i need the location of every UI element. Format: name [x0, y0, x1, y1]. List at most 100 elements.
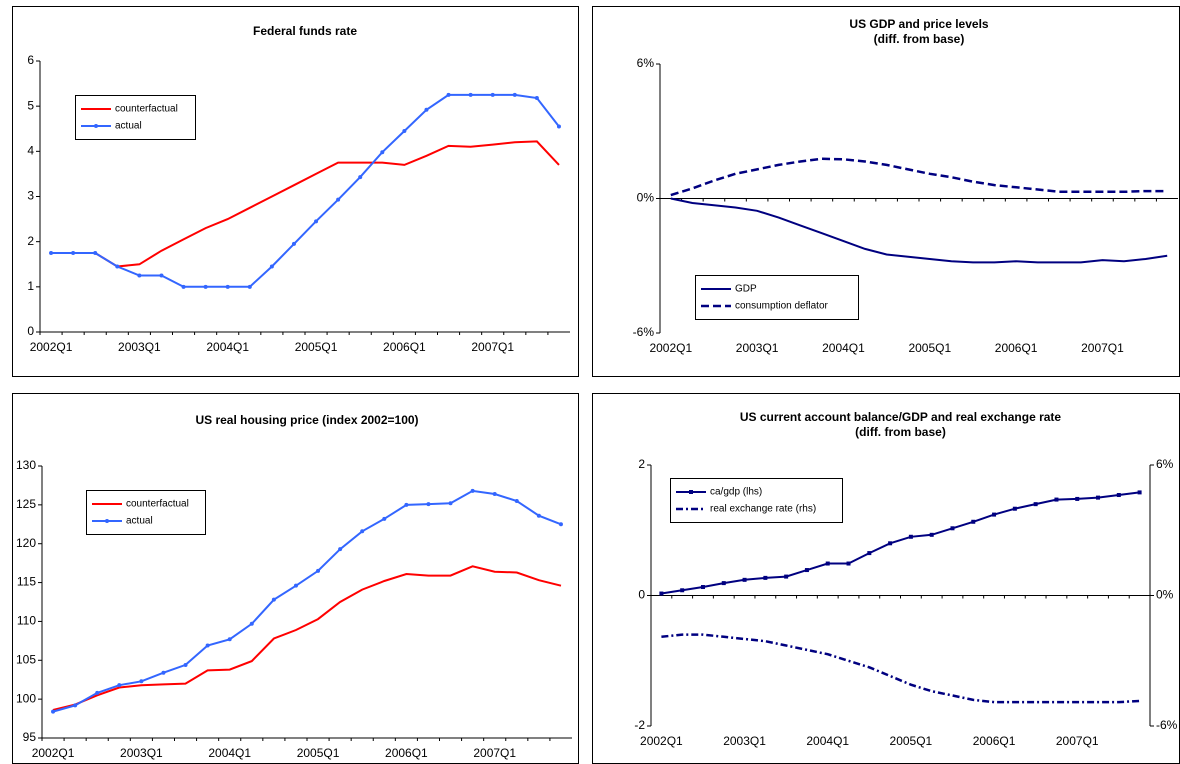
y-tick-label: 95 — [23, 730, 37, 744]
y-tick-label: 115 — [17, 575, 36, 589]
legend-box — [86, 490, 206, 535]
x-tick-label: 2003Q1 — [723, 734, 766, 748]
y-tick-label: 5 — [27, 98, 34, 112]
point — [247, 284, 252, 289]
point — [492, 491, 497, 496]
y-tick-label: -6% — [633, 325, 655, 339]
point — [358, 175, 363, 180]
x-tick-label: 2004Q1 — [822, 341, 865, 355]
point — [971, 519, 976, 524]
point — [51, 709, 56, 714]
series-line — [661, 633, 1140, 704]
x-tick-label: 2002Q1 — [640, 734, 683, 748]
legend-label: real exchange rate (rhs) — [710, 504, 816, 515]
legend-label: GDP — [735, 284, 757, 295]
point — [763, 575, 768, 580]
point — [205, 643, 210, 648]
y2-tick-label: -6% — [1156, 718, 1178, 732]
x-tick-label: 2007Q1 — [471, 340, 514, 354]
point — [338, 547, 343, 552]
y-tick-label: 125 — [16, 497, 36, 511]
point — [159, 273, 164, 278]
point — [470, 488, 475, 493]
point — [49, 250, 54, 255]
point — [1054, 497, 1059, 502]
point — [992, 512, 997, 517]
point — [1137, 490, 1142, 495]
x-tick-label: 2004Q1 — [806, 734, 849, 748]
y-tick-label: 3 — [27, 189, 34, 203]
x-tick-label: 2007Q1 — [1081, 341, 1124, 355]
legend-label: counterfactual — [126, 499, 189, 510]
legend-label: actual — [126, 516, 153, 527]
point — [291, 241, 296, 246]
x-tick-label: 2006Q1 — [973, 734, 1016, 748]
point — [316, 568, 321, 573]
y-tick-label: -2 — [634, 718, 645, 732]
legend-box — [75, 95, 196, 140]
x-tick-label: 2002Q1 — [32, 746, 75, 760]
legend-marker — [105, 519, 109, 523]
panel-border — [12, 6, 579, 377]
x-tick-label: 2004Q1 — [208, 746, 251, 760]
x-tick-label: 2002Q1 — [649, 341, 692, 355]
x-tick-label: 2006Q1 — [995, 341, 1038, 355]
point — [183, 662, 188, 667]
point — [1096, 495, 1101, 500]
point — [181, 284, 186, 289]
point — [402, 129, 407, 134]
chart-title: US current account balance/GDP and real … — [740, 410, 1062, 424]
series-line — [51, 93, 560, 288]
point — [680, 588, 685, 593]
point — [271, 597, 276, 602]
chart-subtitle: (diff. from base) — [874, 32, 965, 46]
legend-label: consumption deflator — [735, 301, 829, 312]
y-tick-label: 4 — [27, 144, 34, 158]
point — [225, 284, 230, 289]
point — [93, 250, 98, 255]
point — [117, 683, 122, 688]
point — [700, 585, 705, 590]
point — [804, 568, 809, 573]
y-tick-label: 6 — [27, 53, 34, 67]
chart-title: US GDP and price levels — [849, 17, 988, 31]
point — [929, 532, 934, 537]
point — [742, 577, 747, 582]
y2-tick-label: 0% — [1156, 588, 1174, 602]
x-tick-label: 2005Q1 — [890, 734, 933, 748]
point — [490, 92, 495, 97]
point — [1033, 502, 1038, 507]
series-line — [670, 197, 1168, 264]
point — [558, 522, 563, 527]
point — [382, 516, 387, 521]
legend-label: counterfactual — [115, 104, 178, 115]
point — [139, 679, 144, 684]
y-tick-label: 6% — [637, 56, 655, 70]
point — [380, 150, 385, 155]
chart-title: Federal funds rate — [253, 24, 357, 38]
legend-label: ca/gdp (lhs) — [710, 487, 762, 498]
point — [73, 703, 78, 708]
point — [512, 92, 517, 97]
point — [71, 250, 76, 255]
point — [867, 551, 872, 556]
point — [448, 501, 453, 506]
legend-label: actual — [115, 121, 142, 132]
y-tick-label: 110 — [17, 614, 36, 628]
legend-marker — [689, 490, 693, 494]
point — [846, 561, 851, 566]
point — [536, 513, 541, 518]
x-tick-label: 2007Q1 — [1056, 734, 1099, 748]
x-tick-label: 2002Q1 — [30, 340, 73, 354]
point — [424, 107, 429, 112]
y-tick-label: 130 — [16, 458, 36, 472]
x-tick-label: 2005Q1 — [908, 341, 951, 355]
y-tick-label: 0% — [637, 191, 655, 205]
point — [314, 219, 319, 224]
point — [426, 502, 431, 507]
legend-marker — [94, 124, 98, 128]
point — [721, 581, 726, 586]
point — [908, 534, 913, 539]
chart-title: US real housing price (index 2002=100) — [195, 413, 418, 427]
